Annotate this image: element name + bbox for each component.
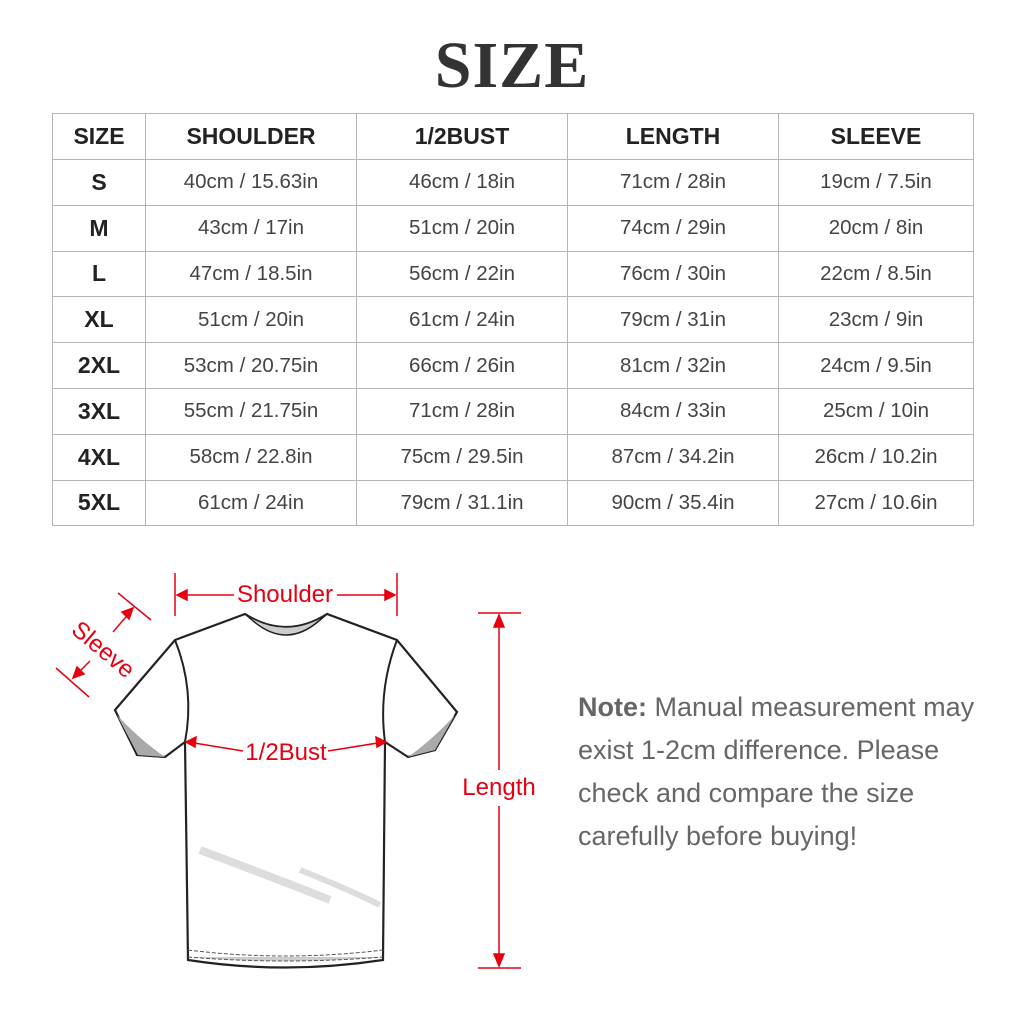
measurement-cell: 40cm / 15.63in xyxy=(145,159,357,206)
measurement-cell: 71cm / 28in xyxy=(356,387,568,435)
measurement-cell: 23cm / 9in xyxy=(778,296,974,344)
measurement-cell: 75cm / 29.5in xyxy=(356,433,568,481)
measurement-cell: 56cm / 22in xyxy=(356,250,568,298)
measurement-cell: 53cm / 20.75in xyxy=(145,342,357,389)
measurement-cell: 55cm / 21.75in xyxy=(145,387,357,435)
size-cell: XL xyxy=(52,296,146,344)
measurement-cell: 74cm / 29in xyxy=(567,204,779,252)
measurement-cell: 25cm / 10in xyxy=(778,387,974,435)
measurement-cell: 19cm / 7.5in xyxy=(778,159,974,206)
size-cell: L xyxy=(52,250,146,298)
note-label: Note: xyxy=(578,692,647,722)
shoulder-label: Shoulder xyxy=(237,581,333,608)
measurement-cell: 66cm / 26in xyxy=(356,342,568,389)
measurement-cell: 76cm / 30in xyxy=(567,250,779,298)
header-bust: 1/2BUST xyxy=(356,113,568,160)
header-shoulder: SHOULDER xyxy=(145,113,357,160)
size-cell: 4XL xyxy=(52,433,146,481)
table-row: 2XL 53cm / 20.75in 66cm / 26in 81cm / 32in 2… xyxy=(52,342,974,389)
measurement-cell: 84cm / 33in xyxy=(567,387,779,435)
size-table: SIZE SHOULDER 1/2BUST LENGTH SLEEVE S 40c… xyxy=(52,113,974,527)
size-cell: S xyxy=(52,159,146,206)
bust-label: 1/2Bust xyxy=(245,739,327,766)
measure-lines xyxy=(55,573,521,969)
measurement-cell: 47cm / 18.5in xyxy=(145,250,357,298)
header-sleeve: SLEEVE xyxy=(778,113,974,160)
measurement-cell: 20cm / 8in xyxy=(778,204,974,252)
measurement-cell: 61cm / 24in xyxy=(145,479,357,527)
note: Note: Manual measurement may exist 1-2cm… xyxy=(578,686,998,858)
length-label: Length xyxy=(462,774,535,801)
measurement-cell: 79cm / 31in xyxy=(567,296,779,344)
table-row: 3XL 55cm / 21.75in 71cm / 28in 84cm / 33in 2… xyxy=(52,387,974,435)
measurement-cell: 24cm / 9.5in xyxy=(778,342,974,389)
measurement-cell: 90cm / 35.4in xyxy=(567,479,779,527)
size-cell: 5XL xyxy=(52,479,146,527)
measurement-cell: 27cm / 10.6in xyxy=(778,479,974,527)
header-size: SIZE xyxy=(52,113,146,160)
page-title: SIZE xyxy=(434,29,590,102)
measurement-cell: 87cm / 34.2in xyxy=(567,433,779,481)
measurement-cell: 51cm / 20in xyxy=(356,204,568,252)
size-cell: 3XL xyxy=(52,387,146,435)
table-row: 5XL 61cm / 24in 79cm / 31.1in 90cm / 35.4in… xyxy=(52,479,974,527)
table-row: XL 51cm / 20in 61cm / 24in 79cm / 31in 23cm … xyxy=(52,296,974,344)
table-row: M 43cm / 17in 51cm / 20in 74cm / 29in 20cm /… xyxy=(52,204,974,252)
note-text: Manual measurement may exist 1-2cm diffe… xyxy=(578,692,975,851)
measurement-cell: 71cm / 28in xyxy=(567,159,779,206)
measurement-cell: 46cm / 18in xyxy=(356,159,568,206)
measurement-cell: 79cm / 31.1in xyxy=(356,479,568,527)
header-length: LENGTH xyxy=(567,113,779,160)
table-row: S 40cm / 15.63in 46cm / 18in 71cm / 28in 19c… xyxy=(52,159,974,206)
table-row: 4XL 58cm / 22.8in 75cm / 29.5in 87cm / 34.2… xyxy=(52,433,974,481)
measurement-cell: 43cm / 17in xyxy=(145,204,357,252)
measurement-cell: 58cm / 22.8in xyxy=(145,433,357,481)
table-row: L 47cm / 18.5in 56cm / 22in 76cm / 30in 22cm… xyxy=(52,250,974,298)
measurement-cell: 22cm / 8.5in xyxy=(778,250,974,298)
table-header-row: SIZE SHOULDER 1/2BUST LENGTH SLEEVE xyxy=(52,113,974,160)
measurement-cell: 51cm / 20in xyxy=(145,296,357,344)
measurement-cell: 81cm / 32in xyxy=(567,342,779,389)
measurement-cell: 26cm / 10.2in xyxy=(778,433,974,481)
tshirt-illustration xyxy=(113,612,459,969)
